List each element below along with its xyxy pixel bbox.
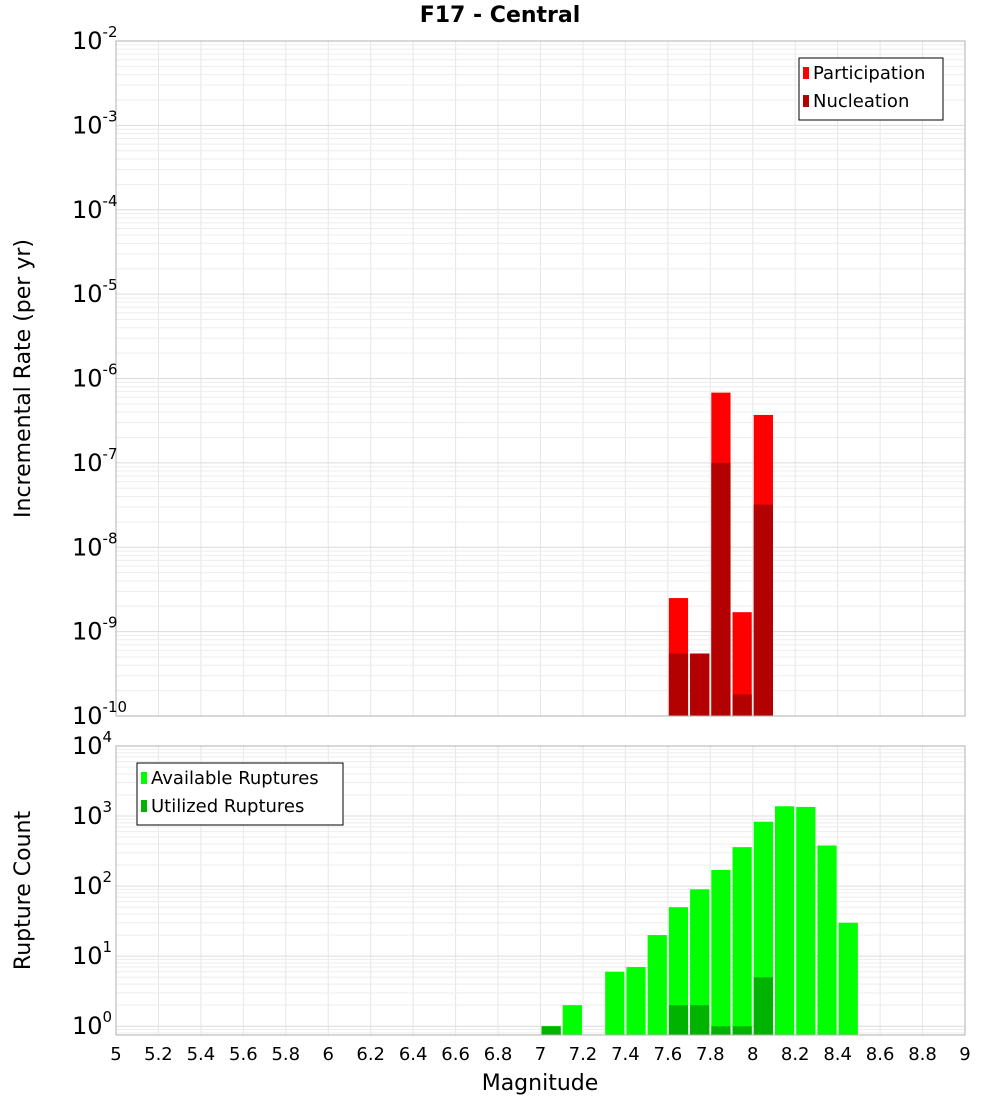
- x-tick-label: 8.2: [781, 1044, 810, 1065]
- x-tick-label: 8.6: [866, 1044, 895, 1065]
- x-tick-label: 6.8: [484, 1044, 513, 1065]
- y-tick-label: 100: [72, 1008, 112, 1040]
- bar-available-ruptures: [626, 967, 646, 1035]
- legend-label: Participation: [813, 63, 925, 84]
- x-tick-label: 8: [747, 1044, 758, 1065]
- bar-available-ruptures: [711, 869, 731, 1035]
- rate-bars: [668, 392, 773, 716]
- x-axis-label: Magnitude: [482, 1071, 599, 1096]
- y-tick-label: 10-3: [72, 107, 118, 139]
- bar-available-ruptures: [605, 971, 625, 1035]
- legend-swatch: [141, 800, 147, 812]
- legend-label: Nucleation: [813, 91, 909, 112]
- y-tick-label: 10-8: [72, 529, 118, 561]
- y-tick-label: 104: [72, 728, 112, 760]
- rate-legend: Participation Nucleation: [798, 57, 944, 121]
- legend-swatch: [803, 67, 809, 79]
- x-tick-label: 6.6: [441, 1044, 470, 1065]
- bar-utilized-ruptures: [690, 1005, 710, 1035]
- bar-utilized-ruptures: [732, 1026, 752, 1035]
- count-y-axis-label: Rupture Count: [11, 811, 36, 971]
- count-bars: [541, 806, 858, 1035]
- count-panel: 100 101 102 103 104 Rupture Count Available …: [11, 728, 966, 1040]
- bar-available-ruptures: [774, 806, 795, 1035]
- y-tick-label: 10-4: [72, 192, 118, 224]
- y-tick-label: 10-5: [72, 276, 118, 308]
- x-tick-label: 5.2: [144, 1044, 173, 1065]
- y-tick-label: 103: [72, 798, 112, 830]
- count-plot-border: [115, 745, 966, 1036]
- rate-y-axis-label: Incremental Rate (per yr): [11, 239, 36, 518]
- legend-label: Utilized Ruptures: [151, 796, 304, 817]
- bar-nucleation: [711, 462, 731, 716]
- x-tick-label: 6: [323, 1044, 334, 1065]
- legend-swatch: [141, 772, 147, 784]
- x-tick-label: 5.8: [271, 1044, 300, 1065]
- y-tick-label: 10-7: [72, 445, 118, 477]
- bar-available-ruptures: [647, 935, 667, 1035]
- x-tick-label: 7.8: [696, 1044, 725, 1065]
- bar-nucleation: [690, 653, 710, 716]
- x-tick-label: 6.2: [356, 1044, 385, 1065]
- chart-title: F17 - Central: [420, 3, 581, 28]
- bar-utilized-ruptures: [541, 1026, 561, 1035]
- bar-available-ruptures: [796, 806, 816, 1035]
- x-tick-label: 7.6: [654, 1044, 683, 1065]
- x-tick-label: 8.4: [823, 1044, 852, 1065]
- x-tick-label: 5.6: [229, 1044, 258, 1065]
- bar-available-ruptures: [732, 847, 752, 1035]
- y-tick-label: 10-2: [72, 23, 118, 55]
- rate-panel: 10-10 10-9 10-8 10-7 10-6 10-5 10-4 10-3 10-2 In…: [11, 23, 966, 730]
- bar-available-ruptures: [690, 889, 710, 1035]
- bar-available-ruptures: [668, 907, 689, 1035]
- x-tick-label: 8.8: [908, 1044, 937, 1065]
- bar-available-ruptures: [562, 1005, 582, 1035]
- rate-plot-border: [115, 40, 966, 717]
- y-tick-label: 102: [72, 868, 112, 900]
- count-legend: Available Ruptures Utilized Ruptures: [136, 762, 344, 826]
- y-tick-label: 10-10: [72, 698, 127, 730]
- legend-box: [136, 762, 344, 826]
- bar-utilized-ruptures: [753, 977, 773, 1035]
- legend-box: [798, 57, 944, 121]
- bar-nucleation: [668, 653, 689, 716]
- legend-label: Available Ruptures: [151, 768, 319, 789]
- x-tick-label: 7: [535, 1044, 546, 1065]
- x-tick-label: 9: [959, 1044, 970, 1065]
- x-tick-label: 7.4: [611, 1044, 640, 1065]
- count-y-ticks: 100 101 102 103 104: [72, 728, 112, 1040]
- bar-available-ruptures: [838, 922, 858, 1035]
- bar-nucleation: [753, 504, 773, 716]
- bar-utilized-ruptures: [711, 1026, 731, 1035]
- bar-utilized-ruptures: [668, 1005, 689, 1035]
- x-tick-label: 6.4: [399, 1044, 428, 1065]
- bar-available-ruptures: [817, 845, 837, 1035]
- rate-y-ticks: 10-10 10-9 10-8 10-7 10-6 10-5 10-4 10-3 10-2: [72, 23, 127, 730]
- y-tick-label: 10-6: [72, 361, 118, 393]
- rate-grid: [115, 41, 966, 717]
- y-tick-label: 10-9: [72, 614, 118, 646]
- x-tick-label: 5: [110, 1044, 121, 1065]
- x-tick-label: 5.4: [187, 1044, 216, 1065]
- x-axis-ticks: 5 5.2 5.4 5.6 5.8 6 6.2 6.4 6.6 6.8 7 7.2 7.4 7.6 7.8 8…: [110, 1044, 970, 1065]
- bar-nucleation: [732, 694, 752, 716]
- bar-participation: [732, 612, 752, 716]
- legend-swatch: [803, 95, 809, 107]
- x-tick-label: 7.2: [569, 1044, 598, 1065]
- y-tick-label: 101: [72, 938, 112, 970]
